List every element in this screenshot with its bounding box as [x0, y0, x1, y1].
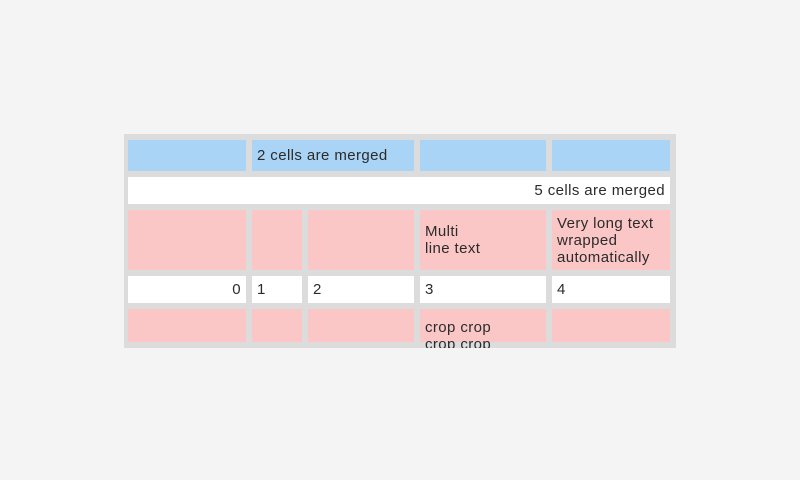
- cell-r4c1-number[interactable]: 0: [128, 276, 246, 303]
- table-widget[interactable]: 2 cells are merged 5 cells are merged Mu…: [124, 134, 676, 348]
- number-2-label: 2: [313, 281, 322, 298]
- cell-r3c3-empty[interactable]: [308, 210, 414, 270]
- cell-r3c5-wrapped[interactable]: Very long text wrapped automatically: [552, 210, 670, 270]
- cell-r4c5-number[interactable]: 4: [552, 276, 670, 303]
- cell-r5c5-empty[interactable]: [552, 309, 670, 342]
- cell-r5c2-empty[interactable]: [252, 309, 302, 342]
- cell-r1c5-empty[interactable]: [552, 140, 670, 171]
- cell-r3c4-multiline[interactable]: Multi line text: [420, 210, 546, 270]
- cell-r5c1-empty[interactable]: [128, 309, 246, 342]
- cell-r1-merged-2cols[interactable]: 2 cells are merged: [252, 140, 414, 171]
- cell-r4c2-number[interactable]: 1: [252, 276, 302, 303]
- cell-r1c1-empty[interactable]: [128, 140, 246, 171]
- number-0-label: 0: [232, 281, 241, 298]
- table-grid: 2 cells are merged 5 cells are merged Mu…: [128, 140, 670, 348]
- number-1-label: 1: [257, 281, 266, 298]
- cell-r3c1-empty[interactable]: [128, 210, 246, 270]
- number-3-label: 3: [425, 281, 434, 298]
- multi-line-label: Multi line text: [425, 223, 481, 257]
- merged-5cols-label: 5 cells are merged: [534, 182, 665, 199]
- cell-r2-merged-5cols[interactable]: 5 cells are merged: [128, 177, 670, 204]
- cell-r4c3-number[interactable]: 2: [308, 276, 414, 303]
- merged-2cols-label: 2 cells are merged: [257, 147, 388, 164]
- cell-r5c3-empty[interactable]: [308, 309, 414, 342]
- cell-r1c4-empty[interactable]: [420, 140, 546, 171]
- cell-r4c4-number[interactable]: 3: [420, 276, 546, 303]
- cell-r3c2-empty[interactable]: [252, 210, 302, 270]
- number-4-label: 4: [557, 281, 566, 298]
- wrapped-text-label: Very long text wrapped automatically: [557, 214, 654, 266]
- cell-r5c4-cropped-text[interactable]: crop crop crop crop: [420, 309, 546, 348]
- crop-text-label: crop crop crop crop: [425, 319, 492, 348]
